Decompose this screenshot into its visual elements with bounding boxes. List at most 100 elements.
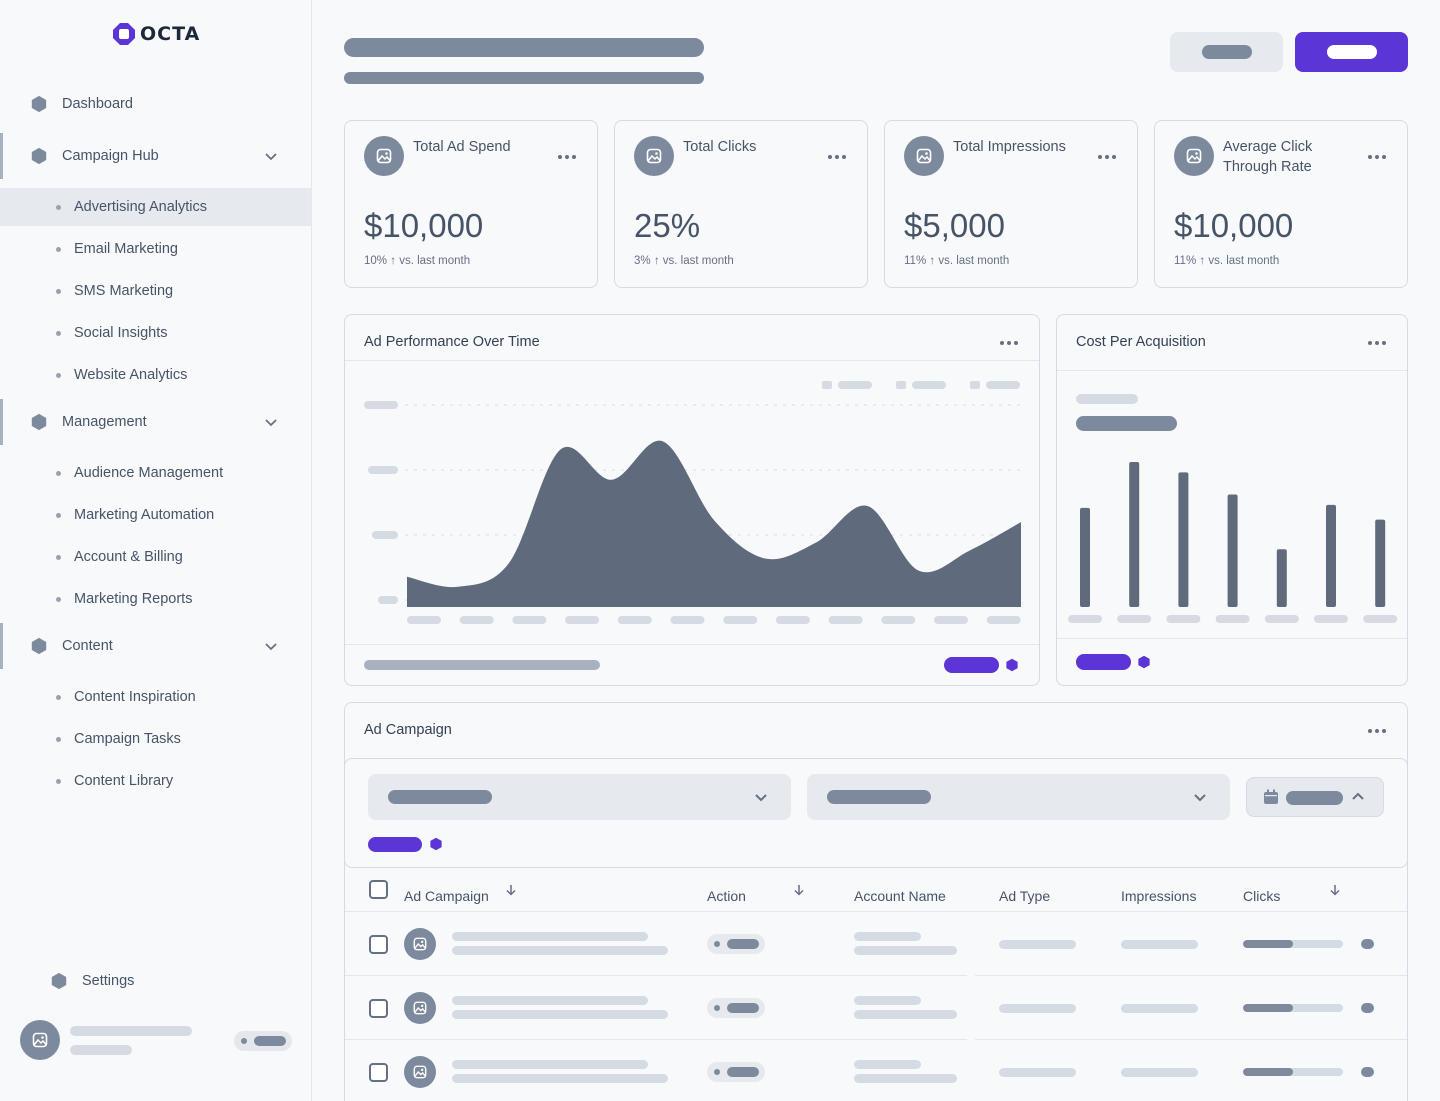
hexagon-icon	[31, 147, 47, 165]
chart-action-pill[interactable]	[1076, 654, 1131, 670]
image-placeholder-icon	[413, 1001, 427, 1015]
filter-tag[interactable]	[368, 837, 422, 852]
sidebar-item-email-marketing[interactable]: Email Marketing	[0, 230, 311, 268]
sidebar-item-label: Account & Billing	[74, 549, 183, 565]
sidebar-item-campaign-tasks[interactable]: Campaign Tasks	[0, 720, 311, 758]
x-tick-label	[1117, 615, 1152, 623]
col-header-ad-type[interactable]: Ad Type	[999, 888, 1051, 904]
arrow-up-icon: ↑	[653, 255, 660, 267]
x-tick-label	[565, 616, 600, 624]
sidebar-item-account-billing[interactable]: Account & Billing	[0, 538, 311, 576]
row-checkbox[interactable]	[369, 1063, 388, 1082]
user-profile[interactable]	[20, 1020, 300, 1062]
more-options-icon[interactable]	[828, 154, 846, 160]
nav-group-campaign-hub[interactable]: Campaign Hub	[0, 133, 311, 179]
brand-name: OCTA	[140, 23, 201, 45]
chevron-down-icon[interactable]	[263, 148, 279, 164]
panel-title: Ad Campaign	[364, 722, 452, 738]
col-header-ad-campaign[interactable]: Ad Campaign	[404, 888, 489, 904]
action-toggle[interactable]	[707, 1062, 765, 1082]
nav-settings[interactable]: Settings	[0, 964, 311, 998]
more-options-icon[interactable]	[1000, 340, 1018, 346]
sidebar-item-content-inspiration[interactable]: Content Inspiration	[0, 678, 311, 716]
nav-group-content[interactable]: Content	[0, 623, 311, 669]
more-options-icon[interactable]	[558, 154, 576, 160]
sidebar-item-content-library[interactable]: Content Library	[0, 762, 311, 800]
chevron-down-icon[interactable]	[263, 414, 279, 430]
sidebar-item-audience-management[interactable]: Audience Management	[0, 454, 311, 492]
stat-change: 3% ↑ vs. last month	[634, 255, 734, 267]
y-tick-label	[372, 531, 398, 539]
sort-arrow-down-icon[interactable]	[793, 884, 805, 896]
more-options-icon[interactable]	[1098, 154, 1116, 160]
stat-value: 25%	[634, 207, 701, 244]
x-tick-label	[775, 616, 810, 624]
action-toggle[interactable]	[707, 934, 765, 954]
nav-dashboard[interactable]: Dashboard	[0, 81, 311, 127]
image-placeholder-icon	[376, 148, 392, 164]
secondary-button[interactable]	[1170, 32, 1283, 72]
select-all-checkbox[interactable]	[369, 880, 388, 899]
bullet-icon	[56, 470, 61, 476]
more-options-icon[interactable]	[1368, 728, 1386, 734]
page-title-placeholder	[344, 38, 704, 57]
x-tick-label	[617, 616, 652, 624]
arrow-up-icon: ↑	[929, 255, 936, 267]
account-select[interactable]	[807, 774, 1230, 820]
sidebar-item-label: Marketing Automation	[74, 507, 215, 523]
col-header-impressions[interactable]: Impressions	[1121, 888, 1197, 904]
nav-dashboard-label: Dashboard	[62, 96, 133, 112]
x-tick-label	[1264, 615, 1299, 623]
hexagon-icon	[31, 413, 47, 431]
sidebar-item-label: Advertising Analytics	[74, 199, 207, 215]
primary-button[interactable]	[1295, 32, 1408, 72]
col-header-clicks[interactable]: Clicks	[1243, 888, 1281, 904]
sidebar-item-label: Audience Management	[74, 465, 224, 481]
date-picker[interactable]	[1246, 777, 1384, 817]
col-header-action[interactable]: Action	[707, 888, 746, 904]
more-options-icon[interactable]	[1368, 154, 1386, 160]
stat-title: Average Click Through Rate	[1223, 139, 1313, 175]
bullet-icon	[56, 694, 61, 700]
stat-change: 10% ↑ vs. last month	[364, 255, 471, 267]
area-chart	[364, 401, 1021, 624]
bar	[1080, 507, 1090, 607]
more-options-icon[interactable]	[1368, 340, 1386, 346]
nav-group-label: Management	[62, 414, 147, 430]
chevron-down-icon[interactable]	[263, 638, 279, 654]
user-email-placeholder	[70, 1045, 132, 1055]
sort-arrow-down-icon[interactable]	[505, 884, 517, 896]
stat-icon	[904, 136, 944, 176]
brand-logo[interactable]: OCTA	[112, 22, 200, 46]
clicks-progress-bar	[1243, 1068, 1343, 1076]
x-tick-label	[1363, 615, 1398, 623]
nav-group-management[interactable]: Management	[0, 399, 311, 445]
page-subtitle-placeholder	[344, 72, 704, 84]
row-checkbox[interactable]	[369, 999, 388, 1018]
sidebar-item-website-analytics[interactable]: Website Analytics	[0, 356, 311, 394]
bar	[1276, 549, 1287, 607]
sort-arrow-down-icon[interactable]	[1329, 884, 1341, 896]
y-tick-label	[368, 466, 398, 474]
sidebar-item-marketing-reports[interactable]: Marketing Reports	[0, 580, 311, 618]
row-checkbox[interactable]	[369, 935, 388, 954]
x-tick-label	[934, 616, 968, 624]
col-header-account-name[interactable]: Account Name	[854, 888, 946, 904]
campaign-select[interactable]	[368, 774, 791, 820]
sidebar-item-social-insights[interactable]: Social Insights	[0, 314, 311, 352]
sidebar-item-marketing-automation[interactable]: Marketing Automation	[0, 496, 311, 534]
cpa-panel: Cost Per Acquisition	[1056, 314, 1408, 686]
bullet-icon	[56, 246, 61, 252]
sidebar-item-advertising-analytics[interactable]: Advertising Analytics	[0, 188, 311, 226]
sidebar-item-sms-marketing[interactable]: SMS Marketing	[0, 272, 311, 310]
action-toggle[interactable]	[707, 998, 765, 1018]
chart-action-pill[interactable]	[944, 657, 999, 673]
status-toggle[interactable]	[234, 1031, 292, 1051]
sidebar-item-label: Website Analytics	[74, 367, 188, 383]
campaign-thumbnail	[404, 1056, 436, 1088]
hexagon-icon	[31, 637, 47, 655]
x-tick-label	[1068, 615, 1102, 623]
hexagon-icon	[1006, 658, 1018, 672]
nav-group-label: Campaign Hub	[62, 148, 159, 164]
bar-chart	[1068, 461, 1398, 623]
